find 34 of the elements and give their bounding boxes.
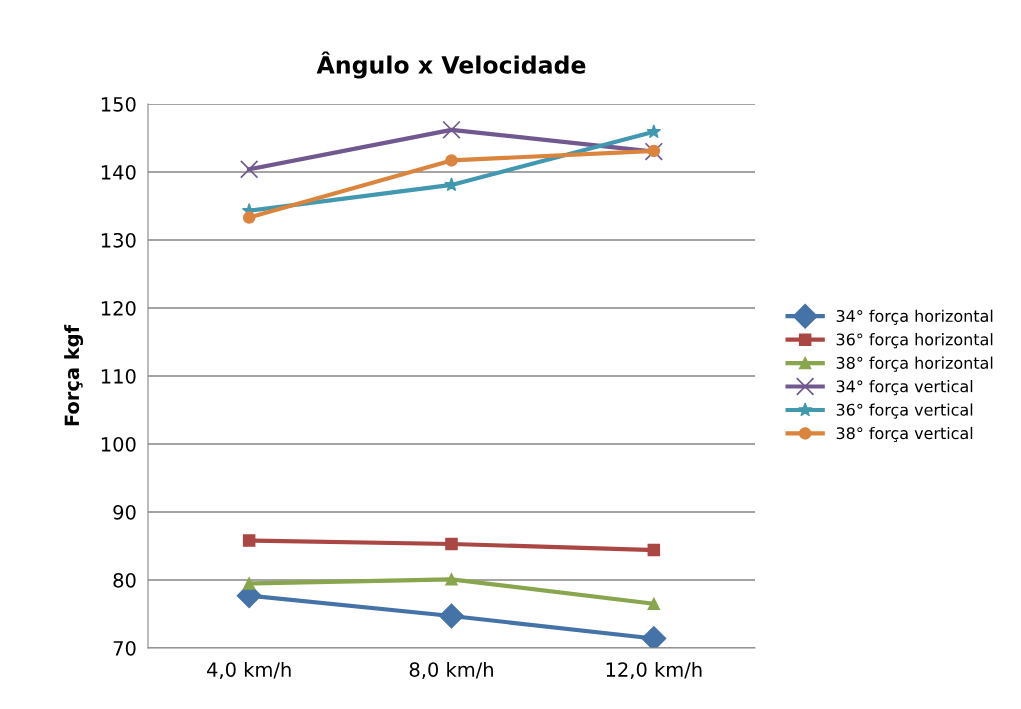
- point: [242, 211, 256, 224]
- point: [242, 534, 256, 547]
- y-tick-label: 90: [113, 504, 136, 520]
- point: [445, 154, 458, 167]
- y-tick-label: 120: [101, 300, 136, 316]
- point: [442, 120, 461, 140]
- point: [646, 124, 662, 139]
- chart-title: Ângulo x Velocidade: [316, 51, 586, 79]
- y-tick-label: 140: [101, 164, 136, 180]
- y-tick-label: 110: [101, 368, 136, 384]
- point: [239, 160, 259, 179]
- x-tick-label: 4,0 km/h: [207, 661, 291, 679]
- point: [444, 177, 459, 192]
- point: [641, 626, 667, 648]
- legend-label: 34° força vertical: [836, 379, 973, 396]
- x-tick-label: 12,0 km/h: [606, 661, 702, 679]
- y-tick-label: 70: [113, 640, 136, 656]
- y-tick-label: 150: [101, 96, 136, 112]
- point: [439, 603, 464, 629]
- point: [647, 543, 661, 557]
- point: [647, 597, 661, 611]
- y-tick-label: 130: [101, 232, 136, 248]
- legend-label: 38° força vertical: [836, 426, 973, 443]
- y-tick-label: 100: [101, 436, 136, 452]
- legend-label: 38° força horizontal: [836, 356, 993, 372]
- y-tick-label: 80: [113, 572, 136, 588]
- legend-label: 34° força horizontal: [836, 309, 993, 325]
- y-axis-title: Força kgf: [64, 324, 84, 426]
- legend-label: 36° força vertical: [836, 403, 973, 419]
- x-tick-label: 8,0 km/h: [409, 661, 493, 679]
- legend-label: 36° força horizontal: [836, 333, 993, 349]
- point: [242, 577, 256, 590]
- point: [445, 537, 458, 551]
- point: [445, 573, 458, 586]
